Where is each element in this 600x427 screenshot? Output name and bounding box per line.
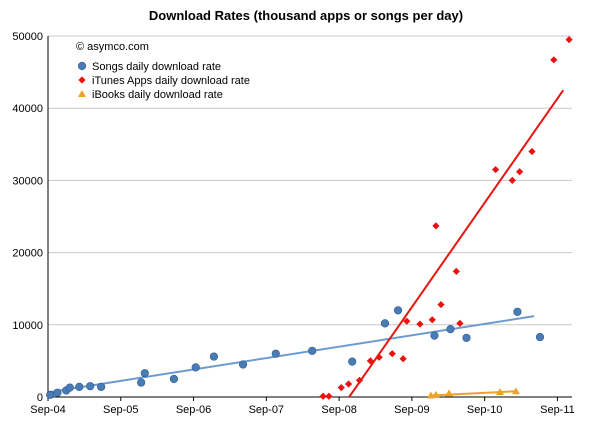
y-tick-label: 40000 [12,103,43,115]
ibooks-point [511,387,520,395]
chart-title: Download Rates (thousand apps or songs p… [149,8,463,23]
itunes-point [565,36,573,44]
songs-point [191,363,200,372]
x-axis-tick-labels: Sep-04 Sep-05 Sep-06 Sep-07 Sep-08 Sep-09 Sep-… [30,397,575,416]
songs-point [53,388,62,397]
itunes-point [456,319,464,327]
itunes-point [452,267,460,275]
songs-point [348,357,357,366]
songs-trendline [50,315,535,393]
itunes-point [528,147,536,156]
itunes-point [432,222,440,230]
songs-point [137,378,146,387]
songs-point [462,333,471,342]
chart-credit: © asymco.com [76,41,149,53]
y-tick-label: 20000 [12,248,43,260]
itunes-trendline [347,89,565,397]
songs-point [271,349,280,358]
songs-point [238,360,248,369]
y-axis-tick-labels: 0 10000 20000 30000 40000 50000 [12,31,43,404]
songs-point [169,374,179,384]
itunes-point [375,353,383,361]
itunes-point [366,357,375,365]
ibooks-point [495,387,504,395]
x-tick-label: Sep-06 [176,404,211,416]
itunes-point [319,392,327,400]
songs-point [97,382,106,391]
x-tick-label: Sep-07 [249,404,284,416]
itunes-point [403,317,411,325]
legend-entry: Songs daily download rate [92,61,221,73]
itunes-legend-marker [78,76,86,84]
itunes-point [344,380,353,388]
songs-point [535,332,545,342]
songs-legend-marker [77,61,87,71]
x-tick-label: Sep-11 [540,404,575,416]
ibooks-point [431,390,440,398]
songs-point [46,390,55,399]
y-tick-label: 30000 [12,175,43,187]
ibooks-point [445,389,454,397]
y-tick-label: 10000 [12,320,43,332]
y-tick-label: 50000 [12,31,43,43]
itunes-point [550,56,558,64]
songs-point [380,319,390,328]
songs-point [140,369,149,378]
legend: © asymco.com Songs daily download rate iT… [76,41,250,101]
songs-point [75,382,84,391]
y-tick-label: 0 [37,392,43,404]
songs-point [393,306,403,315]
data-points [46,36,573,400]
itunes-point [355,376,364,384]
itunes-point [399,355,407,363]
itunes-point [508,176,516,184]
x-tick-label: Sep-08 [321,404,356,416]
songs-point [430,331,439,340]
songs-point [446,325,455,334]
songs-point [209,352,219,361]
itunes-point [516,168,524,176]
legend-entry: iBooks daily download rate [92,89,223,101]
itunes-point [491,165,500,174]
itunes-point [337,384,345,392]
itunes-point [416,320,424,328]
itunes-point [388,350,396,358]
legend-entry: iTunes Apps daily download rate [92,75,250,87]
songs-point [65,383,74,392]
songs-point [86,382,95,391]
x-tick-label: Sep-09 [394,404,429,416]
gridlines [47,35,572,398]
itunes-point [428,316,436,324]
ibooks-legend-marker [78,90,86,97]
songs-point [513,307,522,316]
x-tick-label: Sep-05 [103,404,138,416]
songs-point [308,346,317,355]
itunes-point [325,392,333,400]
x-tick-label: Sep-04 [30,404,65,416]
x-tick-label: Sep-10 [467,404,502,416]
itunes-point [437,300,445,309]
trendlines [50,89,565,397]
